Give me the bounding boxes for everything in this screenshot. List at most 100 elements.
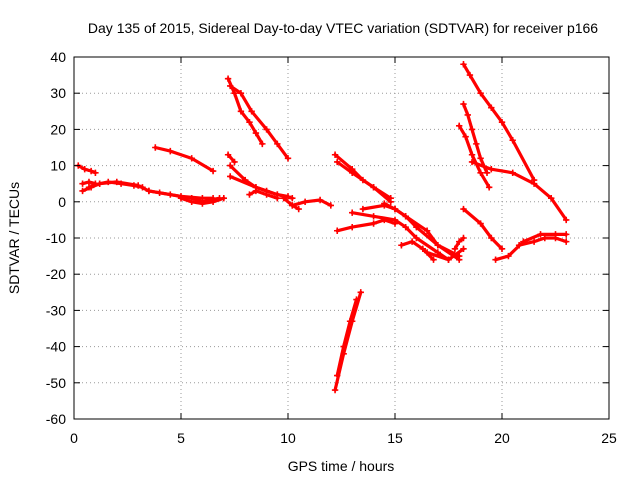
series-arc09: [227, 82, 292, 162]
data-point: [248, 108, 255, 115]
data-point: [370, 220, 377, 227]
data-point: [473, 140, 480, 148]
data-point: [477, 220, 484, 227]
data-point: [509, 169, 516, 177]
data-point: [167, 147, 174, 155]
data-point: [274, 194, 281, 202]
data-point: [552, 234, 559, 242]
data-point: [274, 140, 281, 148]
y-tick-label: -10: [46, 230, 66, 246]
data-point: [359, 205, 367, 213]
y-tick-label: 40: [50, 49, 66, 65]
series-arc26: [451, 234, 467, 253]
series-arc21: [349, 209, 452, 263]
data-point: [227, 162, 234, 169]
data-point: [357, 289, 364, 296]
series-line: [228, 84, 290, 160]
grid: [74, 57, 609, 419]
data-point: [224, 75, 232, 82]
data-point: [541, 234, 548, 242]
series-arc24: [398, 238, 437, 263]
data-point: [92, 169, 99, 177]
data-point: [530, 238, 538, 245]
data-point: [177, 194, 185, 202]
data-point: [391, 216, 399, 224]
series-line: [335, 297, 359, 378]
data-point: [85, 178, 93, 186]
data-point: [530, 180, 538, 187]
data-point: [349, 169, 356, 177]
data-point: [477, 169, 484, 177]
y-tick-label: -30: [46, 302, 66, 318]
data-point: [498, 118, 506, 126]
data-point: [430, 256, 437, 263]
data-point: [548, 194, 555, 202]
data-point: [224, 151, 232, 158]
y-axis-label: SDTVAR / TECUs: [6, 182, 22, 294]
data-point: [246, 118, 253, 126]
data-point: [370, 213, 377, 220]
series-arc28: [460, 100, 491, 177]
data-point: [402, 223, 409, 231]
data-point: [252, 187, 260, 195]
data-point: [462, 133, 469, 140]
data-point: [488, 166, 495, 173]
data-point: [391, 205, 399, 213]
data-point: [263, 191, 270, 198]
data-point: [227, 82, 234, 90]
series-line: [290, 198, 333, 207]
series-line: [335, 218, 397, 233]
series-line: [228, 174, 294, 200]
x-tick-label: 25: [601, 430, 617, 446]
data-point: [289, 202, 296, 209]
data-traces: [75, 61, 570, 394]
series-arc15: [289, 196, 334, 209]
data-point: [505, 252, 512, 260]
data-point: [79, 187, 86, 195]
data-point: [563, 238, 570, 245]
data-point: [381, 200, 388, 207]
series-arc32: [492, 231, 570, 263]
y-tick-label: 30: [50, 85, 66, 101]
data-point: [423, 227, 431, 234]
data-point: [451, 245, 459, 253]
data-point: [96, 180, 103, 187]
data-point: [334, 227, 341, 234]
series-arc17: [334, 158, 394, 202]
data-point: [237, 90, 245, 97]
series-line: [226, 77, 264, 146]
series-line: [470, 160, 568, 222]
data-point: [246, 191, 253, 198]
data-point: [468, 126, 476, 133]
data-point: [79, 180, 86, 187]
data-point: [483, 169, 491, 177]
data-point: [477, 155, 484, 162]
data-point: [105, 178, 112, 186]
series-arc33: [515, 234, 570, 249]
data-point: [81, 166, 88, 173]
series-arc10: [224, 151, 238, 166]
data-point: [117, 180, 125, 187]
x-tick-label: 15: [387, 430, 403, 446]
data-point: [456, 256, 463, 263]
data-point: [85, 184, 93, 191]
series-arc25: [423, 245, 467, 263]
data-point: [349, 223, 356, 231]
series-arc29: [456, 122, 493, 191]
data-point: [220, 194, 227, 202]
y-tick-label: 20: [50, 121, 66, 137]
series-arc01: [75, 162, 99, 177]
data-point: [413, 234, 420, 242]
data-point: [456, 238, 463, 245]
series-arc04: [85, 178, 146, 191]
series-line: [247, 189, 279, 200]
x-tick-label: 10: [280, 430, 296, 446]
series-arc20: [334, 216, 399, 234]
data-point: [387, 194, 394, 202]
y-tick-label: -60: [46, 411, 66, 427]
data-point: [188, 155, 195, 162]
data-point: [370, 184, 377, 191]
data-point: [460, 61, 467, 68]
series-arc05: [152, 144, 217, 175]
data-point: [468, 158, 476, 166]
